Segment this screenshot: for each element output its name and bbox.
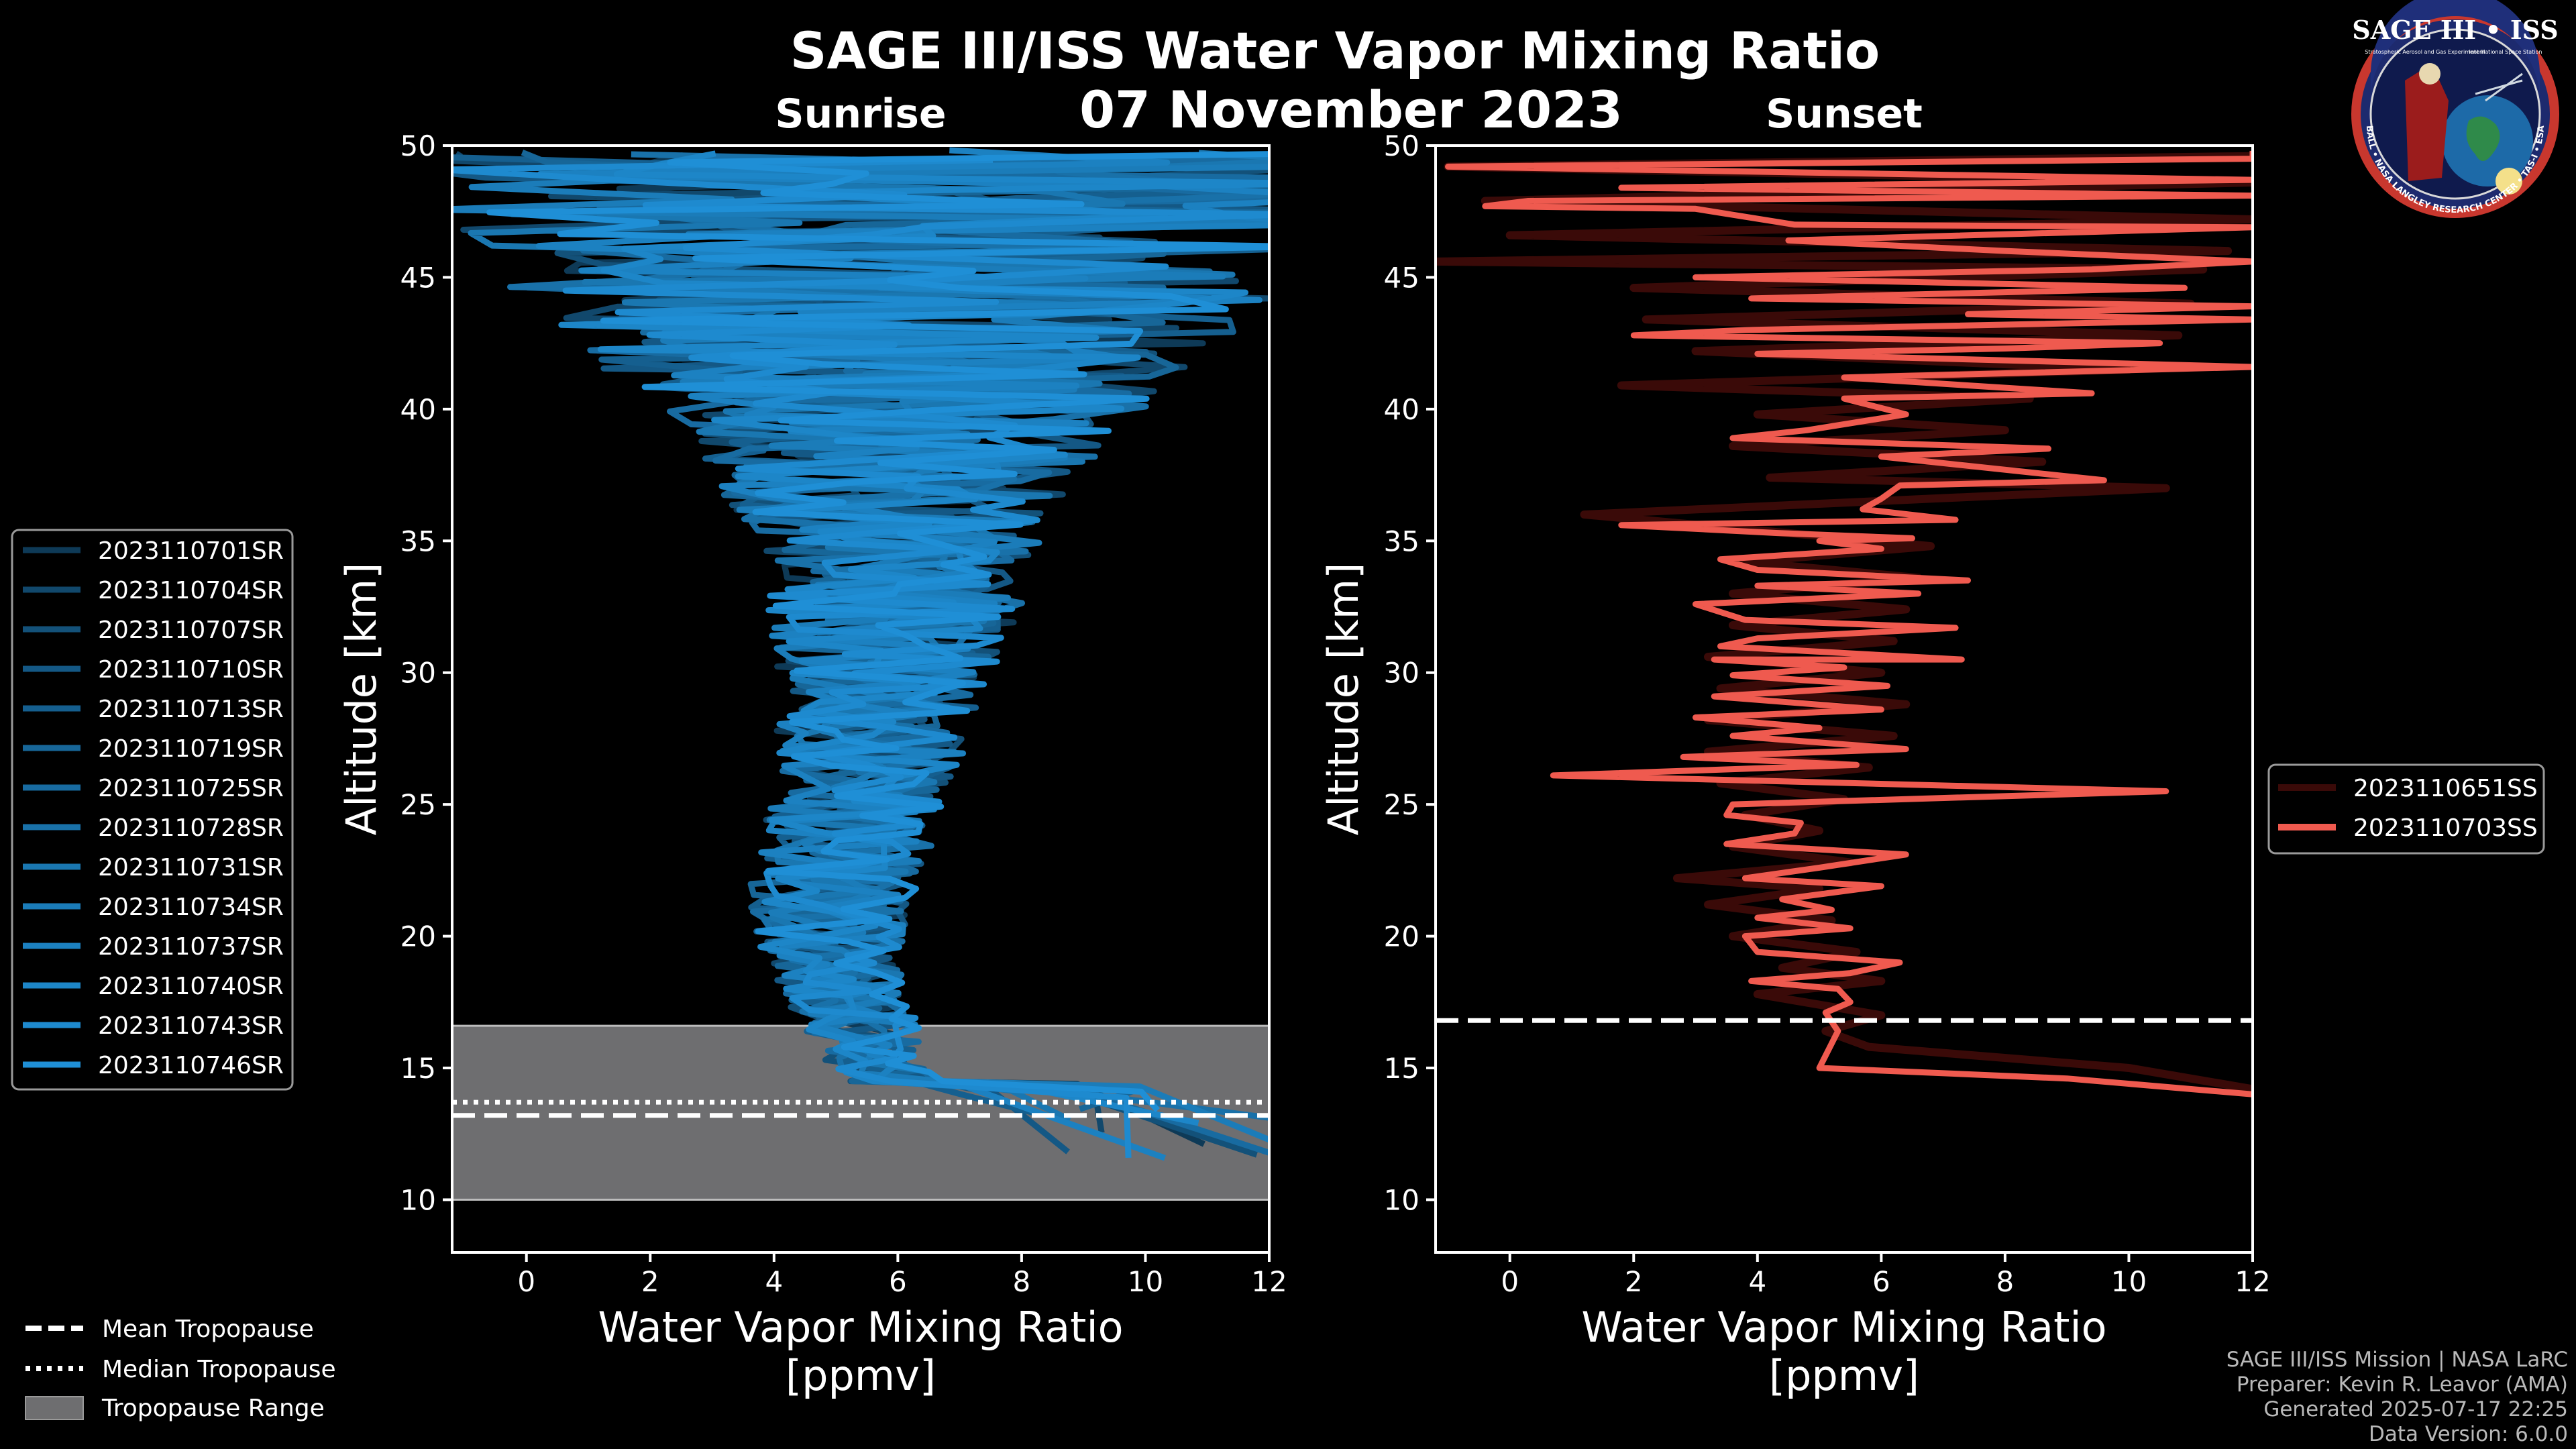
sunset-legend-box (2267, 763, 2545, 855)
tropopause-range-label: Tropopause Range (101, 1395, 325, 1422)
sunrise-profile-line-2023110746SR (486, 151, 1269, 1113)
x-tick-label: 10 (2111, 1265, 2147, 1298)
sunrise-x-axis-unit: [ppmv] (786, 1351, 936, 1400)
sage-iss-logo: SAGE III • ISS Stratospheric Aerosol and… (2351, 0, 2559, 218)
figure-date: 07 November 2023 (1079, 80, 1623, 140)
sunset-axes-frame (1434, 144, 2254, 1254)
x-tick-label: 12 (2235, 1265, 2270, 1298)
credit-data-version: Data Version: 6.0.0 (2369, 1422, 2568, 1446)
y-tick-label: 30 (1384, 657, 1419, 690)
sunrise-legend-label: 2023110740SR (98, 973, 284, 1000)
sun-icon (2496, 168, 2522, 195)
sunrise-y-axis-label: Altitude [km] (337, 563, 386, 836)
y-tick-label: 15 (400, 1052, 436, 1085)
x-tick-label: 2 (641, 1265, 659, 1298)
y-tick-label: 10 (1384, 1183, 1419, 1216)
y-tick-label: 40 (400, 393, 436, 426)
figure-title: SAGE III/ISS Water Vapor Mixing Ratio (790, 21, 1880, 80)
credit-generated: Generated 2025-07-17 22:25 (2263, 1397, 2568, 1421)
sunset-panel: 0 2 4 6 8 10 12 10 15 20 25 30 35 40 45 50 Water Vapor … (1319, 129, 2271, 1400)
x-tick-label: 4 (765, 1265, 783, 1298)
sunset-panel-title: Sunset (1766, 91, 1923, 138)
x-tick-label: 12 (1251, 1265, 1287, 1298)
x-tick-label: 6 (889, 1265, 907, 1298)
x-tick-label: 0 (1501, 1265, 1519, 1298)
sunrise-legend-label: 2023110704SR (98, 577, 284, 604)
sunrise-legend-label: 2023110728SR (98, 814, 284, 842)
y-tick-label: 20 (1384, 920, 1419, 953)
sunrise-x-axis-label: Water Vapor Mixing Ratio (598, 1303, 1123, 1352)
credits: SAGE III/ISS Mission | NASA LaRC Prepare… (2226, 1348, 2568, 1446)
sunrise-legend-label: 2023110746SR (98, 1052, 284, 1079)
y-tick-label: 40 (1384, 393, 1419, 426)
x-tick-label: 10 (1128, 1265, 1163, 1298)
sunrise-legend-label: 2023110710SR (98, 656, 284, 684)
y-tick-label: 15 (1384, 1052, 1419, 1085)
y-tick-label: 25 (1384, 788, 1419, 821)
credit-mission: SAGE III/ISS Mission | NASA LaRC (2226, 1348, 2568, 1372)
x-tick-label: 4 (1748, 1265, 1766, 1298)
y-tick-label: 35 (1384, 525, 1419, 557)
sunrise-ticks: 0 2 4 6 8 10 12 10 15 20 25 30 35 40 45 50 (400, 129, 1287, 1298)
sunrise-legend-label: 2023110737SR (98, 933, 284, 961)
credit-preparer: Preparer: Kevin R. Leavor (AMA) (2237, 1373, 2568, 1397)
y-tick-label: 45 (1384, 261, 1419, 294)
median-tropopause-label: Median Tropopause (102, 1356, 336, 1383)
iss-icon (2475, 72, 2523, 102)
sunrise-legend-label: 2023110701SR (98, 537, 284, 565)
y-tick-label: 50 (1384, 129, 1419, 162)
y-tick-label: 35 (400, 525, 436, 557)
sunrise-legend-label: 2023110707SR (98, 616, 284, 644)
sunrise-legend-label: 2023110734SR (98, 894, 284, 921)
x-tick-label: 2 (1625, 1265, 1643, 1298)
sunset-legend: 2023110651SS 2023110703SS (2267, 763, 2545, 855)
y-tick-label: 10 (400, 1183, 436, 1216)
x-tick-label: 6 (1872, 1265, 1890, 1298)
x-tick-label: 8 (1996, 1265, 2015, 1298)
y-tick-label: 50 (400, 129, 436, 162)
sunset-profiles (1436, 150, 2253, 1097)
logo-subtitle-left: Stratospheric Aerosol and Gas Experiment… (2365, 49, 2485, 55)
sunrise-legend-box (11, 529, 294, 1091)
sunset-legend-label: 2023110703SS (2353, 814, 2538, 842)
sunrise-profiles (452, 147, 1269, 1161)
y-tick-label: 25 (400, 788, 436, 821)
sunrise-panel-title: Sunrise (775, 91, 946, 138)
sunrise-panel: 0 2 4 6 8 10 12 10 15 20 25 30 35 40 45 50 Water Vapor … (337, 129, 1287, 1400)
mean-tropopause-label: Mean Tropopause (102, 1316, 314, 1343)
sunset-legend-label: 2023110651SS (2353, 775, 2538, 802)
sunrise-legend-label: 2023110719SR (98, 735, 284, 763)
x-tick-label: 8 (1013, 1265, 1031, 1298)
logo-text: SAGE III • ISS (2352, 15, 2558, 45)
sunset-x-axis-label: Water Vapor Mixing Ratio (1581, 1303, 2106, 1352)
x-tick-label: 0 (517, 1265, 535, 1298)
sunrise-legend-label: 2023110725SR (98, 775, 284, 802)
astronomer-figure-icon (2405, 64, 2449, 181)
sunrise-legend-label: 2023110731SR (98, 854, 284, 881)
sunset-profile-line-2023110703SS (1445, 150, 2253, 1097)
sunset-ticks: 0 2 4 6 8 10 12 10 15 20 25 30 35 40 45 50 (1384, 129, 2271, 1298)
y-tick-label: 30 (400, 657, 436, 690)
sunrise-legend: 2023110701SR 2023110704SR 2023110707SR 2023… (11, 529, 294, 1091)
tropopause-range-swatch (25, 1396, 84, 1420)
logo-subtitle-right: International Space Station (2469, 49, 2542, 55)
sunrise-legend-label: 2023110743SR (98, 1012, 284, 1040)
sunrise-legend-label: 2023110713SR (98, 696, 284, 723)
y-tick-label: 20 (400, 920, 436, 953)
tropopause-legend: Mean Tropopause Median Tropopause Tropop… (25, 1316, 336, 1422)
y-tick-label: 45 (400, 261, 436, 294)
sunset-y-axis-label: Altitude [km] (1319, 563, 1368, 836)
sunrise-axes-frame (451, 144, 1271, 1254)
sunset-x-axis-unit: [ppmv] (1769, 1351, 1919, 1400)
